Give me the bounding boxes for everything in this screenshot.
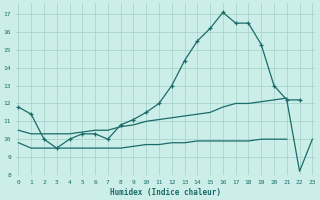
X-axis label: Humidex (Indice chaleur): Humidex (Indice chaleur) <box>110 188 221 197</box>
